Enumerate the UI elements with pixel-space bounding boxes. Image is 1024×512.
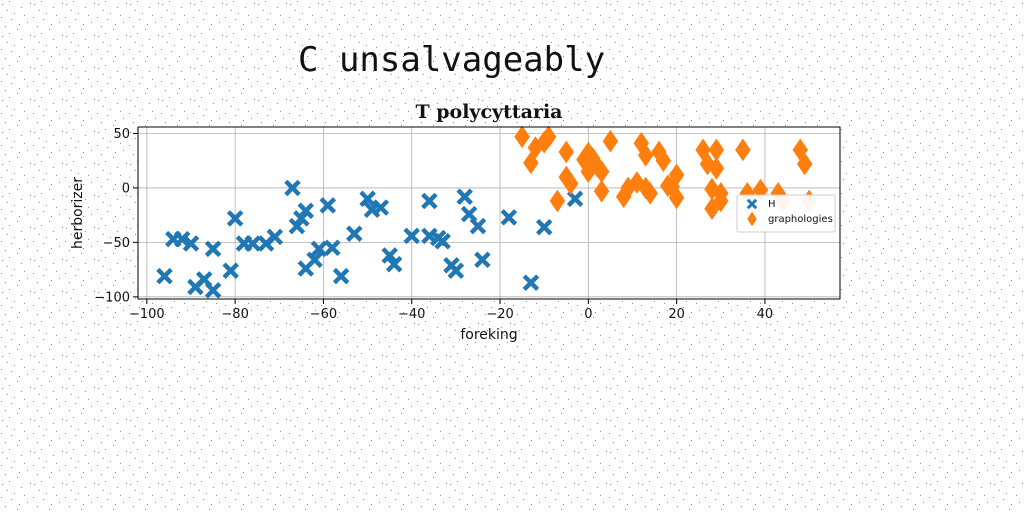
y-axis-label: herborizer xyxy=(70,177,86,249)
data-point-graphologies xyxy=(540,125,557,149)
data-point-h xyxy=(156,267,173,285)
x-tick-label: −40 xyxy=(398,307,425,322)
data-point-h xyxy=(222,262,240,280)
data-point-h xyxy=(359,190,376,208)
data-point-graphologies xyxy=(668,186,685,210)
data-point-h xyxy=(500,209,518,226)
data-point-h xyxy=(385,255,403,273)
data-point-h xyxy=(284,179,301,197)
x-tick-label: −60 xyxy=(310,307,337,322)
legend-box xyxy=(736,194,836,233)
data-point-h xyxy=(297,202,315,220)
legend-label-h: H xyxy=(768,199,776,210)
data-point-h xyxy=(182,235,200,252)
data-point-h xyxy=(522,274,540,292)
legend-marker-graphologies-shape xyxy=(747,211,757,227)
data-point-h xyxy=(456,188,474,206)
data-point-h xyxy=(319,197,337,214)
data-point-h xyxy=(447,262,465,280)
data-point-h xyxy=(323,239,341,257)
data-point-graphologies xyxy=(642,181,659,205)
data-point-h xyxy=(434,232,451,250)
data-point-h xyxy=(226,210,244,227)
tick-layer: −100 −80 −60 −40 −20 0 20 40 −100 −50 0 50 xyxy=(94,127,773,322)
data-point-h xyxy=(469,217,487,235)
data-point-graphologies xyxy=(549,189,566,213)
chart-title: T polycyttaria xyxy=(416,101,563,123)
plot-frame xyxy=(137,126,841,300)
data-point-h xyxy=(421,192,438,210)
data-point-graphologies xyxy=(655,149,672,173)
series-layer xyxy=(156,125,817,299)
x-tick-label: −20 xyxy=(486,307,513,322)
data-point-graphologies xyxy=(602,129,619,153)
x-axis-label: foreking xyxy=(460,327,517,343)
data-point-h xyxy=(403,227,421,245)
y-tick-label: −100 xyxy=(94,290,130,305)
x-tick-label: 20 xyxy=(668,307,685,322)
data-point-h xyxy=(204,281,222,299)
legend-marker-h-shape xyxy=(746,198,758,210)
data-point-graphologies xyxy=(735,138,751,162)
data-point-graphologies xyxy=(637,143,654,167)
y-tick-label: 50 xyxy=(113,127,130,142)
legend-marker-h xyxy=(746,198,758,210)
plot-area xyxy=(138,127,840,299)
data-point-h xyxy=(474,251,491,269)
data-point-graphologies xyxy=(796,152,813,176)
data-point-graphologies xyxy=(593,179,610,203)
data-point-graphologies xyxy=(668,163,685,187)
series-h xyxy=(156,179,584,299)
data-point-h xyxy=(332,267,350,285)
data-point-h xyxy=(173,230,191,248)
data-point-h xyxy=(345,225,363,243)
legend-marker-graphologies xyxy=(747,211,757,227)
data-point-graphologies xyxy=(558,140,575,164)
legend: H graphologies xyxy=(736,194,836,233)
x-tick-label: 40 xyxy=(757,307,774,322)
y-tick-label: −50 xyxy=(103,236,130,251)
data-point-graphologies xyxy=(562,172,579,196)
data-point-graphologies xyxy=(712,189,729,213)
y-tick-label: 0 xyxy=(122,181,130,196)
x-tick-label: 0 xyxy=(584,307,592,322)
data-point-h xyxy=(535,218,553,236)
x-tick-label: −100 xyxy=(129,307,165,322)
data-point-graphologies xyxy=(593,160,610,184)
data-point-graphologies xyxy=(514,125,530,149)
data-point-graphologies xyxy=(708,156,725,180)
data-point-h xyxy=(266,228,284,246)
data-point-h xyxy=(204,240,222,258)
data-point-h xyxy=(372,199,390,216)
x-tick-label: −80 xyxy=(221,307,248,322)
legend-label-graphologies: graphologies xyxy=(768,214,833,225)
data-point-h xyxy=(566,190,584,208)
